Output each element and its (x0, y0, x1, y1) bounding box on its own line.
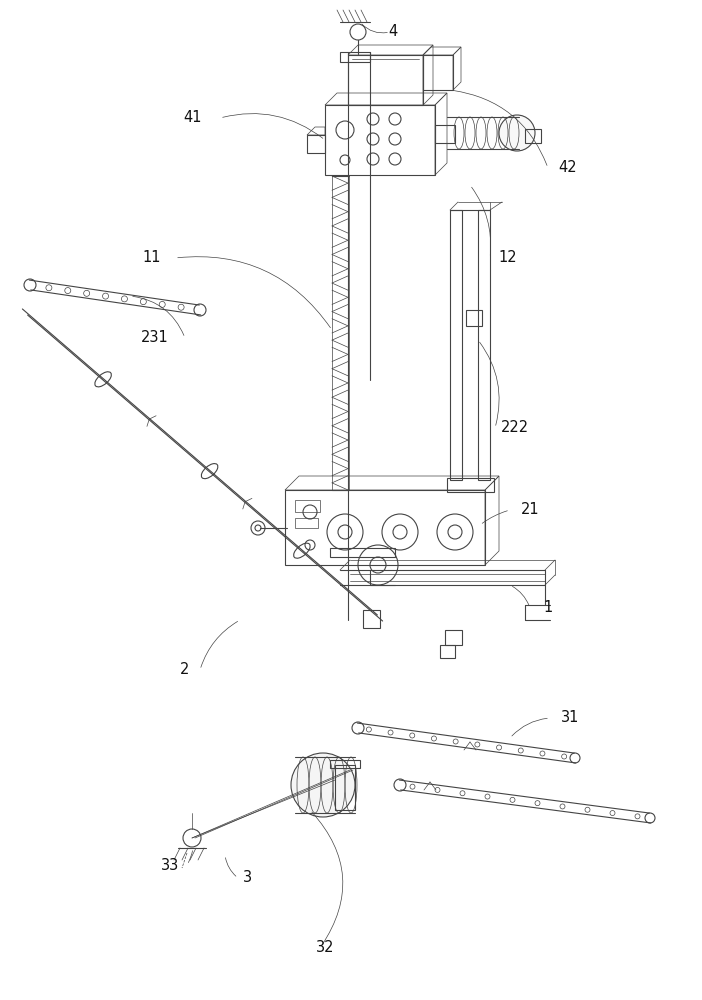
Text: 41: 41 (184, 110, 202, 125)
FancyArrowPatch shape (201, 621, 237, 667)
FancyArrowPatch shape (312, 812, 343, 946)
Text: 32: 32 (316, 940, 334, 956)
Text: 42: 42 (559, 160, 577, 176)
Circle shape (291, 753, 355, 817)
Text: 4: 4 (388, 24, 397, 39)
FancyArrowPatch shape (472, 187, 491, 255)
Text: 231: 231 (141, 330, 169, 346)
Text: 3: 3 (244, 870, 253, 886)
FancyArrowPatch shape (482, 511, 508, 523)
Text: 222: 222 (501, 420, 529, 436)
Text: 12: 12 (498, 250, 517, 265)
Bar (447, 478, 494, 492)
FancyArrowPatch shape (188, 851, 192, 863)
Text: 1: 1 (543, 600, 552, 615)
FancyArrowPatch shape (479, 342, 499, 425)
Text: 31: 31 (561, 710, 579, 726)
FancyArrowPatch shape (178, 257, 331, 328)
FancyArrowPatch shape (362, 24, 388, 33)
FancyArrowPatch shape (223, 114, 323, 138)
Bar (330, 548, 395, 557)
Text: 11: 11 (143, 250, 161, 265)
FancyArrowPatch shape (512, 586, 529, 605)
Text: 21: 21 (521, 502, 539, 518)
Text: 33: 33 (161, 857, 179, 872)
Circle shape (499, 115, 535, 151)
FancyArrowPatch shape (453, 90, 547, 165)
Text: 2: 2 (180, 662, 190, 678)
FancyArrowPatch shape (133, 296, 184, 335)
Bar (478, 210, 490, 480)
FancyArrowPatch shape (512, 718, 548, 736)
Bar (450, 210, 462, 480)
FancyArrowPatch shape (225, 858, 236, 876)
